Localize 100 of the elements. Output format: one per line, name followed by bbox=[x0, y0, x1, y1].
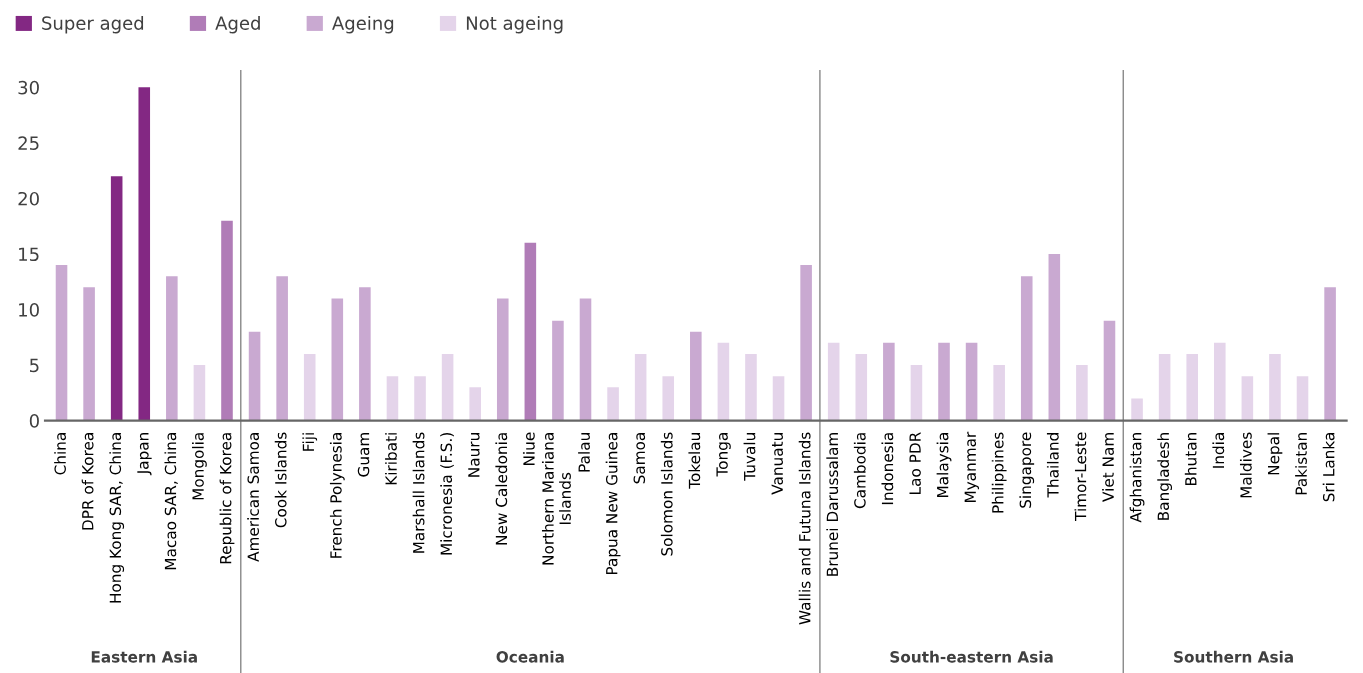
bar bbox=[138, 87, 151, 421]
x-tick-label: Samoa bbox=[633, 433, 646, 484]
bar bbox=[1020, 276, 1033, 421]
y-tick-label: 15 bbox=[19, 247, 39, 262]
text: Oceania bbox=[496, 650, 564, 663]
x-tick-label: Singapore bbox=[1019, 432, 1035, 508]
bar bbox=[193, 365, 206, 421]
x-tick-label: Bangladesh bbox=[1157, 433, 1173, 520]
x-tick-label: Maldives bbox=[1239, 432, 1252, 498]
bar bbox=[359, 287, 371, 421]
bar bbox=[1241, 376, 1254, 421]
x-tick-label: Lao PDR bbox=[909, 432, 921, 494]
bar bbox=[745, 353, 757, 421]
bar bbox=[690, 331, 702, 421]
x-tick-label: Micronesia (F.S.) bbox=[440, 433, 454, 555]
bar bbox=[1048, 253, 1061, 421]
bar bbox=[1214, 342, 1226, 421]
y-tick-label: 30 bbox=[18, 80, 39, 95]
x-tick-label: Sri Lanka bbox=[1322, 433, 1335, 502]
x-tick-label: Marshall Islands bbox=[412, 432, 425, 553]
bar bbox=[524, 242, 537, 421]
bar bbox=[855, 353, 868, 421]
text: Southern Asia bbox=[1174, 650, 1293, 663]
bar bbox=[55, 265, 68, 421]
x-tick-label: Thailand bbox=[1046, 433, 1059, 498]
x-tick-label: Vanuatu bbox=[771, 433, 783, 495]
bar bbox=[110, 176, 123, 421]
legend-label: Not ageing bbox=[466, 15, 563, 34]
x-tick-label: Kiribati bbox=[385, 433, 397, 485]
x-tick-label: Timor-Leste bbox=[1074, 432, 1087, 521]
bar bbox=[717, 342, 730, 421]
x-tick-label: DPR of Korea bbox=[81, 433, 94, 530]
bar bbox=[883, 342, 895, 421]
x-tick-label: New Caledonia bbox=[495, 433, 508, 545]
legend-label: Ageing bbox=[332, 15, 394, 34]
bar bbox=[772, 376, 785, 421]
x-tick-label: Tokelau bbox=[688, 433, 701, 489]
x-tick-label: Wallis and Futuna Islands bbox=[798, 432, 811, 625]
bar bbox=[1269, 353, 1281, 421]
x-tick-label: Cambodia bbox=[853, 433, 866, 509]
bar bbox=[607, 387, 619, 421]
x-tick-label: Philippines bbox=[991, 432, 1007, 513]
x-tick-label: China bbox=[54, 433, 66, 475]
x-tick-label: Guam bbox=[357, 433, 370, 477]
x-tick-label: Nauru bbox=[468, 433, 480, 477]
bar bbox=[441, 353, 454, 421]
x-tick-label: Fiji bbox=[302, 433, 318, 451]
bar bbox=[910, 365, 923, 421]
x-tick-label: Afghanistan bbox=[1129, 433, 1145, 523]
bar bbox=[965, 342, 978, 421]
y-tick-label: 20 bbox=[18, 191, 39, 206]
bar bbox=[662, 376, 675, 421]
x-tick-label: Tonga bbox=[716, 433, 731, 477]
x-tick-label: Hong Kong SAR, China bbox=[109, 433, 125, 603]
x-tick-label: Republic of Korea bbox=[219, 433, 235, 564]
x-tick-label: Northern Mariana Islands bbox=[541, 433, 571, 565]
bar bbox=[552, 320, 564, 421]
y-tick-label: 25 bbox=[18, 136, 39, 150]
x-tick-label: Cook Islands bbox=[274, 432, 287, 528]
y-tick-label: 5 bbox=[30, 358, 39, 373]
bar bbox=[276, 276, 288, 421]
bar bbox=[248, 331, 261, 421]
bar bbox=[469, 387, 481, 421]
x-tick-label: Tuvalu bbox=[743, 433, 756, 481]
x-tick-label: Mongolia bbox=[192, 433, 207, 500]
x-tick-label: Palau bbox=[578, 433, 590, 472]
x-tick-label: Japan bbox=[137, 433, 152, 476]
x-tick-label: Malaysia bbox=[936, 433, 952, 497]
x-tick-label: Viet Nam bbox=[1102, 433, 1114, 502]
bar bbox=[938, 342, 950, 421]
bar bbox=[1296, 376, 1309, 421]
bar bbox=[386, 376, 399, 421]
bar bbox=[221, 220, 233, 421]
x-tick-label: Bhutan bbox=[1184, 433, 1197, 486]
x-tick-label: Papua New Guinea bbox=[605, 433, 621, 575]
bar bbox=[827, 342, 840, 421]
x-tick-label: Pakistan bbox=[1295, 433, 1307, 495]
x-tick-label: India bbox=[1212, 433, 1225, 468]
x-tick-label: Brunei Darussalam bbox=[826, 433, 839, 576]
bar bbox=[83, 287, 95, 421]
x-tick-label: Indonesia bbox=[881, 433, 894, 505]
text: South-eastern Asia bbox=[890, 650, 1053, 663]
text: Eastern Asia bbox=[91, 650, 197, 663]
legend-label: Aged bbox=[215, 15, 260, 34]
bar bbox=[1324, 287, 1336, 421]
bar bbox=[496, 298, 509, 421]
bar bbox=[993, 365, 1005, 421]
x-tick-label: Myanmar bbox=[964, 431, 979, 503]
bar bbox=[1131, 398, 1143, 421]
x-tick-label: Solomon Islands bbox=[660, 432, 673, 556]
x-tick-label: Nepal bbox=[1267, 433, 1283, 475]
bar bbox=[303, 353, 316, 421]
bar bbox=[800, 265, 812, 421]
x-tick-label: American Samoa bbox=[247, 433, 259, 562]
x-tick-label: Niue bbox=[522, 432, 535, 465]
bar bbox=[1158, 353, 1171, 421]
bar bbox=[634, 353, 647, 421]
bar bbox=[414, 376, 426, 421]
legend-label: Super aged bbox=[42, 15, 144, 34]
y-tick-label: 0 bbox=[29, 414, 39, 428]
